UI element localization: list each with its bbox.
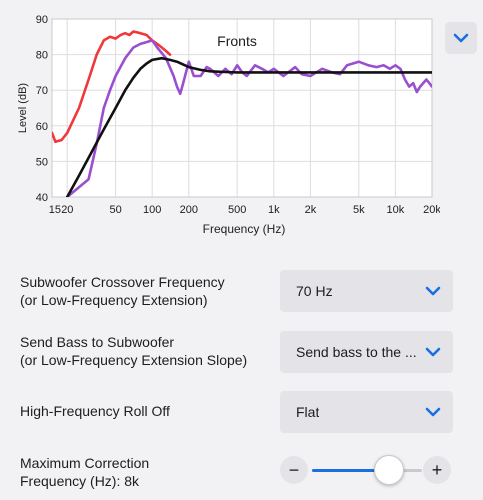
decrement-button[interactable]: − <box>280 456 308 484</box>
frequency-response-chart: 40 50 60 70 80 90 15 20 50 100 200 500 1k 2k 5k 10k 20k F… <box>0 0 440 240</box>
purple-response-line <box>65 39 432 197</box>
max-correction-label-line1: Maximum Correction <box>20 455 150 471</box>
crossover-label: Subwoofer Crossover Frequency (or Low-Fr… <box>20 273 225 309</box>
y-tick-label: 60 <box>36 121 48 133</box>
max-correction-slider[interactable]: − + <box>280 452 455 488</box>
crossover-label-line1: Subwoofer Crossover Frequency <box>20 274 225 290</box>
send-bass-label: Send Bass to Subwoofer (or Low-Frequency… <box>20 333 247 369</box>
y-tick-label: 90 <box>36 14 48 26</box>
crossover-select-value: 70 Hz <box>296 283 333 299</box>
x-tick-label: 10k <box>387 204 405 216</box>
chart-svg: 40 50 60 70 80 90 15 20 50 100 200 500 1k 2k 5k 10k 20k F… <box>17 14 440 236</box>
x-tick-label: 1k <box>268 204 280 216</box>
send-bass-select-value: Send bass to the ... <box>296 344 417 360</box>
x-tick-label: 5k <box>353 204 365 216</box>
y-tick-label: 70 <box>36 85 48 97</box>
red-response-line <box>52 30 172 144</box>
slider-track[interactable] <box>312 469 422 472</box>
x-tick-label: 200 <box>180 204 198 216</box>
slider-track-fill <box>312 469 389 472</box>
chevron-down-icon <box>453 33 469 43</box>
send-bass-label-line2: (or Low-Frequency Extension Slope) <box>20 352 248 368</box>
x-tick-label: 15 <box>49 204 61 216</box>
y-tick-label: 80 <box>36 50 48 62</box>
send-bass-select[interactable]: Send bass to the ... <box>280 331 453 373</box>
x-axis-label: Frequency (Hz) <box>203 222 286 236</box>
chart-title: Fronts <box>217 33 257 49</box>
max-correction-label: Maximum Correction Frequency (Hz): 8k <box>20 454 149 490</box>
x-tick-label: 20k <box>423 204 440 216</box>
hf-rolloff-select-value: Flat <box>296 404 320 420</box>
x-tick-label: 20 <box>61 204 73 216</box>
collapse-chart-button[interactable] <box>445 22 477 54</box>
crossover-select[interactable]: 70 Hz <box>280 270 453 312</box>
y-tick-label: 40 <box>36 192 48 204</box>
chevron-down-icon <box>425 286 441 296</box>
chevron-down-icon <box>425 347 441 357</box>
target-curve-line <box>65 56 432 197</box>
plus-icon: + <box>431 460 443 480</box>
chevron-down-icon <box>425 407 441 417</box>
x-tick-label: 100 <box>143 204 161 216</box>
x-tick-label: 500 <box>228 204 246 216</box>
x-tick-label: 2k <box>305 204 317 216</box>
hf-rolloff-label: High-Frequency Roll Off <box>20 403 170 419</box>
slider-thumb[interactable] <box>374 455 404 485</box>
y-tick-label: 50 <box>36 156 48 168</box>
minus-icon: − <box>288 460 300 480</box>
x-tick-label: 50 <box>109 204 121 216</box>
plot-border <box>51 18 433 198</box>
send-bass-label-line1: Send Bass to Subwoofer <box>20 334 175 350</box>
crossover-label-line2: (or Low-Frequency Extension) <box>20 292 208 308</box>
hf-rolloff-select[interactable]: Flat <box>280 391 453 433</box>
y-axis-label: Level (dB) <box>17 83 29 133</box>
increment-button[interactable]: + <box>423 456 451 484</box>
max-correction-label-line2: Frequency (Hz): 8k <box>20 473 140 489</box>
